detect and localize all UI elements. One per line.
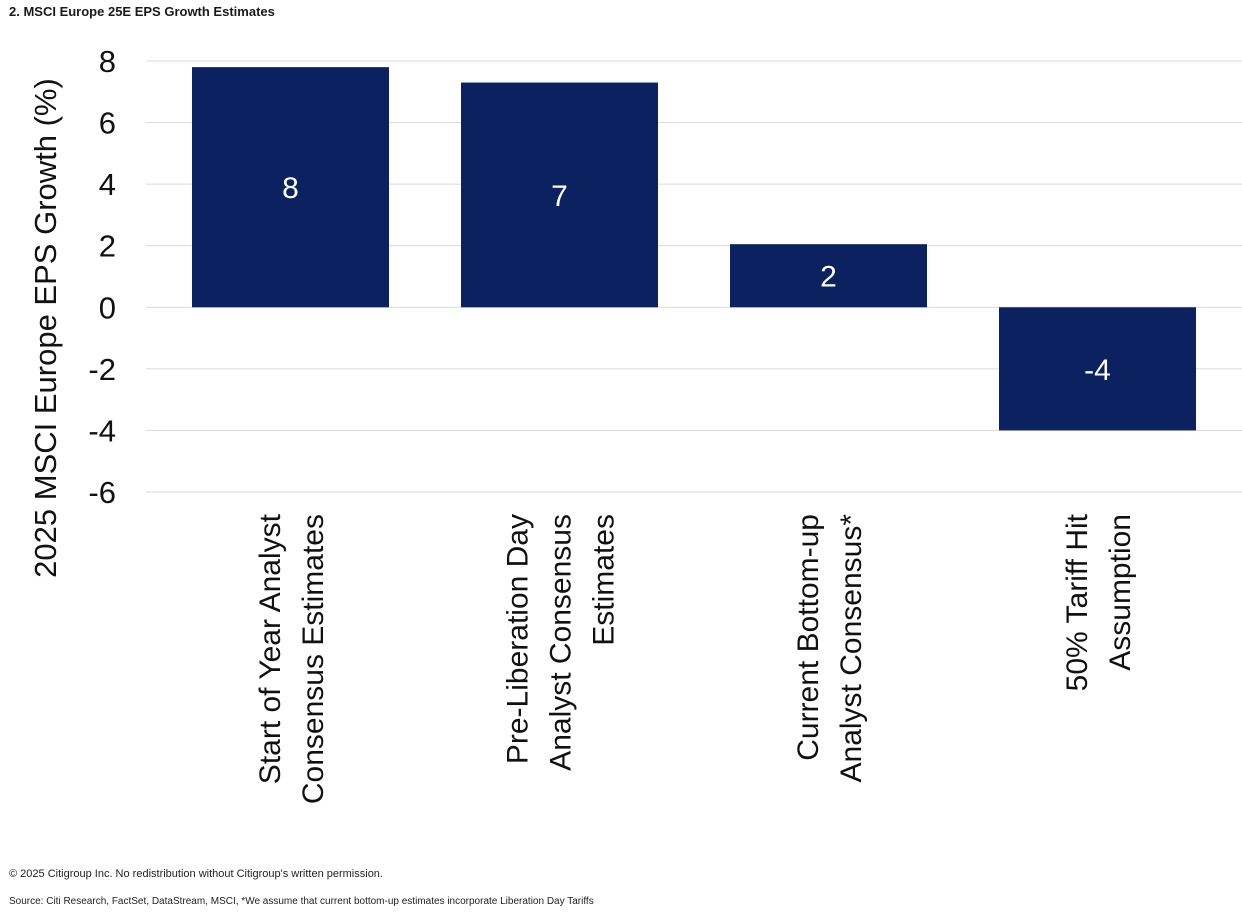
y-tick-label: -2 (88, 352, 116, 387)
category-label-line: 50% Tariff Hit (1061, 513, 1094, 691)
copyright-note: © 2025 Citigroup Inc. No redistribution … (9, 868, 383, 880)
bar (999, 307, 1196, 431)
category-label-line: Analyst Consensus (545, 514, 578, 771)
source-note: Source: Citi Research, FactSet, DataStre… (9, 896, 594, 907)
category-label: Pre-Liberation Day Analyst Consensus Estim… (502, 514, 621, 771)
y-tick-label: 6 (99, 106, 116, 141)
category-label-line: Analyst Consensus* (835, 514, 868, 783)
y-axis-ticks: 8 6 4 2 0 -2 -4 -6 (88, 44, 116, 510)
category-label: 50% Tariff Hit Assumption (1061, 513, 1137, 691)
y-tick-label: -4 (88, 413, 116, 448)
bar (461, 82, 658, 308)
category-labels: Start of Year Analyst Consensus Estimates… (254, 513, 1137, 804)
bars: 8 7 2 -4 (192, 67, 1196, 431)
category-label-line: Pre-Liberation Day (502, 514, 535, 764)
y-tick-label: 4 (99, 167, 116, 202)
category-label-line: Current Bottom-up (792, 514, 825, 761)
bar-data-label: 7 (551, 180, 568, 213)
bar (730, 244, 927, 308)
category-label: Current Bottom-up Analyst Consensus* (792, 514, 868, 783)
y-tick-label: 8 (99, 44, 116, 79)
category-label-line: Consensus Estimates (297, 514, 330, 804)
bar-data-label: 2 (820, 261, 837, 294)
bar-data-label: -4 (1084, 354, 1111, 387)
y-axis-label: 2025 MSCI Europe EPS Growth (%) (28, 78, 63, 578)
bar-chart: 8 7 2 -4 8 6 4 2 0 -2 -4 -6 Start of Year Analyst C… (28, 44, 1242, 804)
chart-title: 2. MSCI Europe 25E EPS Growth Estimates (9, 4, 275, 19)
y-tick-label: 2 (99, 229, 116, 264)
bar-data-label: 8 (282, 172, 299, 205)
category-label-line: Start of Year Analyst (254, 513, 287, 784)
category-label-line: Assumption (1104, 514, 1137, 671)
y-tick-label: 0 (99, 290, 116, 325)
y-tick-label: -6 (88, 475, 116, 510)
bar (192, 67, 389, 308)
category-label: Start of Year Analyst Consensus Estimates (254, 513, 330, 804)
category-label-line: Estimates (588, 514, 621, 646)
